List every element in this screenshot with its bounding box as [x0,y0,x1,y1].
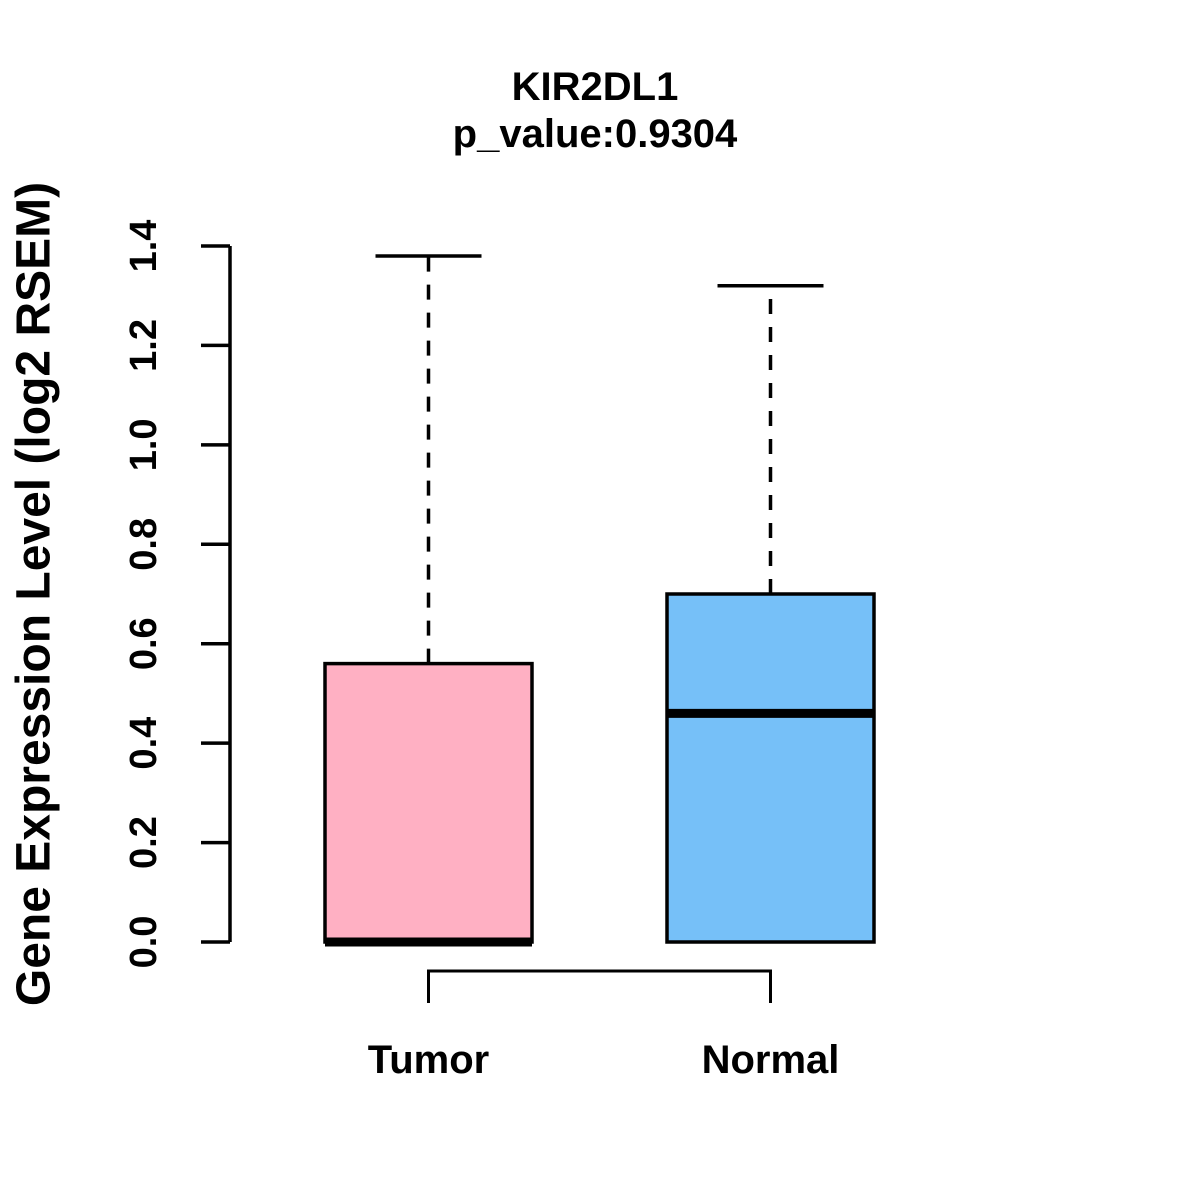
chart-title-block: KIR2DL1 p_value:0.9304 [230,64,960,158]
box-tumor [323,661,534,944]
y-tick-label: 0.4 [123,717,165,770]
box-normal [665,592,876,944]
category-label-normal: Normal [702,1038,840,1082]
y-tick-label: 1.2 [123,319,165,372]
p-value-subtitle: p_value:0.9304 [452,112,738,156]
y-tick-label: 1.4 [123,220,165,273]
category-label-tumor: Tumor [368,1038,489,1082]
y-tick-label: 0.0 [123,916,165,969]
y-tick-label: 0.6 [123,617,165,670]
gene-title: KIR2DL1 [511,65,679,109]
y-tick-label: 0.8 [123,518,165,571]
y-tick-label: 1.0 [123,418,165,471]
comparison-bracket [427,969,772,1003]
y-tick-label: 0.2 [123,816,165,869]
